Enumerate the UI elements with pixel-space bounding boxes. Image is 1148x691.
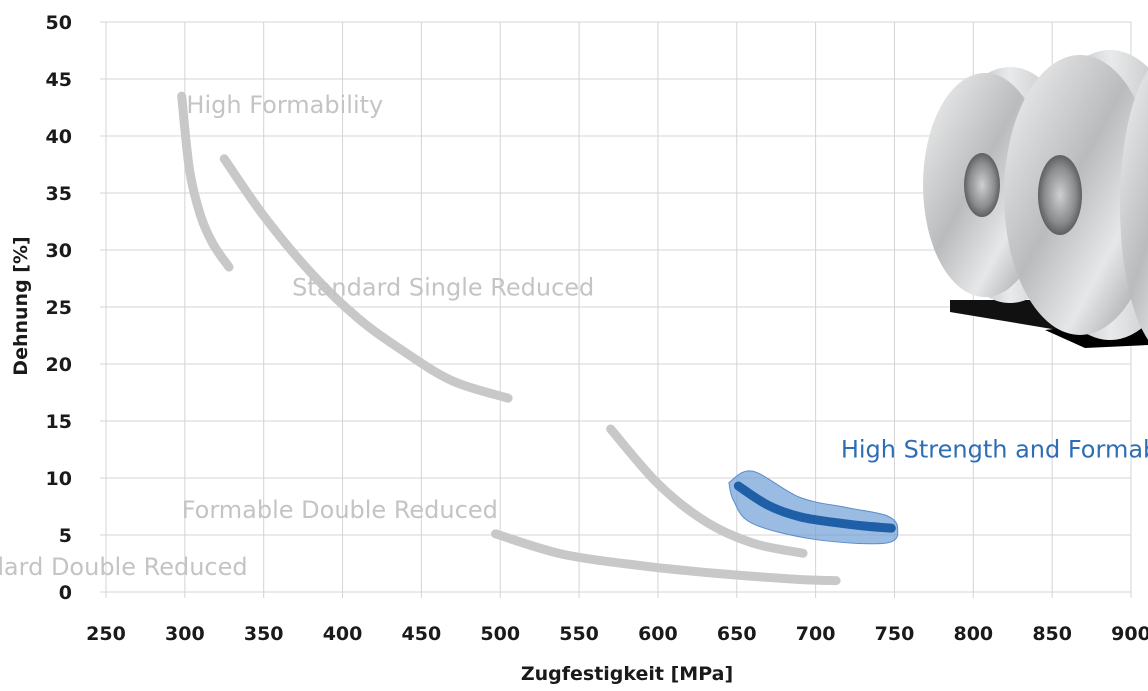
series-labels: High Formability Standard Single Reduced F… bbox=[0, 91, 1148, 581]
steel-coils-photo bbox=[923, 50, 1148, 348]
highlight-region bbox=[728, 470, 899, 545]
x-tick-label: 850 bbox=[1032, 623, 1072, 645]
series-label-3: Formable Double Reduced bbox=[182, 496, 498, 524]
x-tick-label: 400 bbox=[323, 623, 363, 645]
x-tick-label: 250 bbox=[86, 623, 126, 645]
y-tick-label: 0 bbox=[59, 582, 72, 604]
series-curve-3 bbox=[606, 424, 808, 558]
y-tick-label: 5 bbox=[59, 525, 72, 547]
series-curve-5 bbox=[733, 481, 896, 533]
x-tick-label: 450 bbox=[402, 623, 442, 645]
x-tick-label: 750 bbox=[875, 623, 915, 645]
x-tick-label: 800 bbox=[953, 623, 993, 645]
y-tick-label: 10 bbox=[46, 468, 72, 490]
series-curve-1 bbox=[219, 154, 513, 403]
series-label-5: High Strength and Formability bbox=[841, 435, 1148, 463]
series-curve-0 bbox=[177, 91, 234, 272]
x-tick-label: 500 bbox=[480, 623, 520, 645]
y-tick-label: 30 bbox=[46, 240, 72, 262]
y-tick-label: 45 bbox=[46, 69, 72, 91]
x-axis-ticks: 250 300 350 400 450 500 550 600 650 700 750 800 850 9… bbox=[86, 623, 1148, 645]
y-tick-label: 25 bbox=[46, 297, 72, 319]
series-curve-4 bbox=[491, 529, 841, 586]
y-tick-label: 40 bbox=[46, 126, 72, 148]
x-axis-title: Zugfestigkeit [MPa] bbox=[521, 663, 733, 685]
x-tick-label: 650 bbox=[717, 623, 757, 645]
y-tick-label: 15 bbox=[46, 411, 72, 433]
x-tick-label: 700 bbox=[796, 623, 836, 645]
y-tick-label: 50 bbox=[46, 12, 72, 34]
x-tick-label: 600 bbox=[638, 623, 678, 645]
y-axis-ticks: 0 5 10 15 20 25 30 35 40 45 50 bbox=[46, 12, 72, 604]
y-axis-title: Dehnung [%] bbox=[10, 236, 32, 375]
x-tick-label: 550 bbox=[559, 623, 599, 645]
x-tick-label: 900 bbox=[1111, 623, 1148, 645]
x-tick-label: 300 bbox=[165, 623, 205, 645]
y-tick-label: 35 bbox=[46, 183, 72, 205]
series-label-4: Standard Double Reduced bbox=[0, 553, 248, 581]
series-curves bbox=[177, 91, 896, 586]
x-tick-label: 350 bbox=[244, 623, 284, 645]
series-label-0: High Formability bbox=[186, 91, 383, 119]
highlight-region-area bbox=[728, 470, 899, 545]
y-tick-label: 20 bbox=[46, 354, 72, 376]
series-label-2: Standard Single Reduced bbox=[292, 274, 594, 302]
